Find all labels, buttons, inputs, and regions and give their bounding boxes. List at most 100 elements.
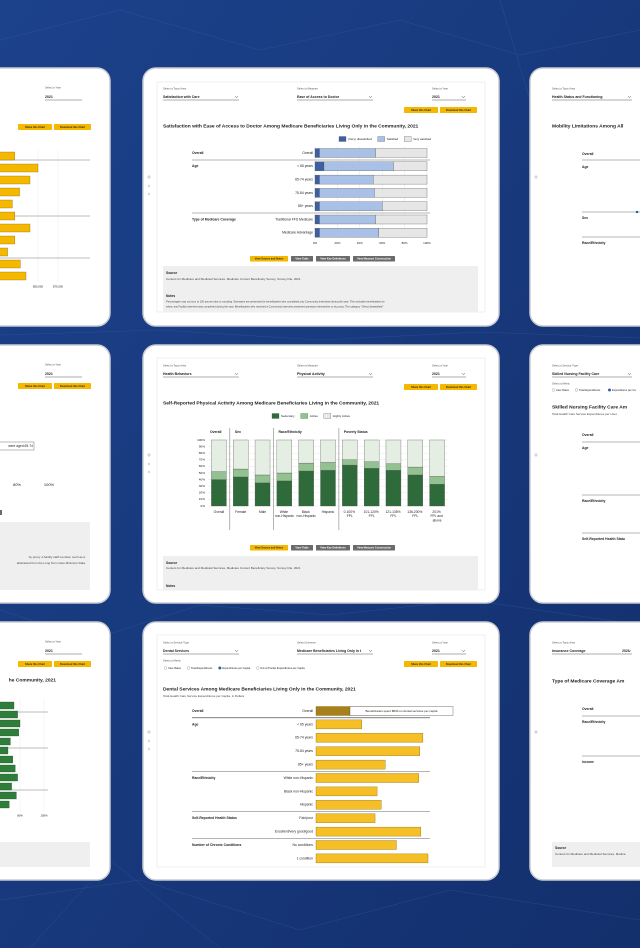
view-button-label: View Source and Notes <box>255 546 284 550</box>
view-button[interactable] <box>353 256 395 262</box>
bar-segment <box>342 459 358 466</box>
radio[interactable] <box>551 388 556 392</box>
group-label: Age <box>582 165 589 169</box>
download-button-label: Download this Chart <box>446 108 471 112</box>
bar <box>315 840 397 850</box>
group-label: Type of Medicare Coverage <box>192 217 236 221</box>
bar <box>315 786 378 797</box>
download-button[interactable] <box>54 124 91 130</box>
legend-swatch <box>338 136 347 142</box>
y-tick-label: 70% <box>199 458 205 462</box>
share-button[interactable] <box>404 661 438 667</box>
share-button[interactable] <box>404 107 438 113</box>
bar-segment <box>393 161 428 171</box>
view-button[interactable] <box>291 256 313 262</box>
bar <box>0 271 27 281</box>
view-button[interactable] <box>250 256 288 262</box>
view-button[interactable] <box>316 256 350 262</box>
tablet-bottom-left: Select a Year 2021 Share this Chart Downloa… <box>0 640 91 867</box>
view-button-label: View Measure Construction <box>357 257 391 261</box>
bar-segment <box>211 471 227 480</box>
download-button-label: Download this Chart <box>60 384 85 388</box>
control-value: 2021 <box>432 95 440 99</box>
bar <box>0 175 31 185</box>
download-button[interactable] <box>54 661 91 667</box>
group-label: Race/Ethnicity <box>582 241 605 245</box>
radio[interactable] <box>574 388 579 392</box>
share-button[interactable] <box>404 384 438 390</box>
group-label: Race/Ethnicity <box>278 430 301 434</box>
view-button[interactable] <box>250 545 288 551</box>
view-button[interactable] <box>316 545 350 551</box>
category-label: 75-84 years <box>295 749 313 753</box>
group-label: Sex <box>235 430 241 434</box>
share-button[interactable] <box>18 383 52 389</box>
legend-label: Satisfied <box>387 137 399 141</box>
radio-label: Out-of-Pocket Expenditures per Capita <box>260 666 305 670</box>
legend-swatch <box>271 413 280 419</box>
tablet-mid-right: Select a Service Type Skilled Nursing Fac… <box>551 364 640 541</box>
control-value: Health Status and Functioning <box>552 95 603 99</box>
x-tick-label: 80% <box>402 241 408 245</box>
category-label: 65-74 years <box>295 736 313 740</box>
view-button-label: View Key Definitions <box>320 546 346 550</box>
bar-segment <box>276 439 293 474</box>
bar-segment <box>320 470 336 507</box>
bar <box>0 773 18 782</box>
group-label: Age <box>582 446 589 450</box>
label: Select a Year <box>45 640 61 644</box>
y-tick-label: 0% <box>201 504 206 508</box>
dropdown-caret <box>627 649 632 653</box>
category-label: Overall <box>214 510 225 514</box>
bar <box>0 791 17 800</box>
view-button-label: View Key Definitions <box>320 257 346 261</box>
download-button-label: Download this Chart <box>60 662 85 666</box>
label: 2021 <box>45 649 53 653</box>
bar <box>0 728 19 737</box>
label: 2021 <box>45 372 53 376</box>
share-button[interactable] <box>18 661 52 667</box>
view-button-label: View Measure Construction <box>357 546 391 550</box>
bar <box>0 211 15 221</box>
x-tick-label: 60% <box>379 241 385 245</box>
bar-segment <box>363 439 380 462</box>
group-label: Number of Chronic Conditions <box>192 843 241 847</box>
bar-segment <box>429 439 445 477</box>
download-button[interactable] <box>440 384 477 390</box>
view-button[interactable] <box>291 545 313 551</box>
bar <box>0 223 31 233</box>
bar-segment <box>314 201 320 211</box>
download-button[interactable] <box>440 107 477 113</box>
group-label: Overall <box>582 707 594 711</box>
control-value: Satisfaction with Care <box>163 95 200 99</box>
control-value: Health Behaviors <box>163 372 192 376</box>
radio[interactable] <box>163 666 168 670</box>
bar-segment <box>320 439 336 463</box>
tablet-top-right: Select a Topic Area Health Status and Fun… <box>552 87 640 245</box>
legend-label: Highly Active <box>333 414 351 418</box>
source-box <box>0 522 90 590</box>
label: Source <box>166 271 177 275</box>
bar <box>315 853 429 864</box>
y-tick-label: 10% <box>199 497 205 501</box>
bar-segment <box>319 174 374 185</box>
radio[interactable] <box>186 666 191 670</box>
radio[interactable] <box>256 666 260 670</box>
bar-segment <box>319 188 375 198</box>
download-button[interactable] <box>54 383 91 389</box>
category-label: Female <box>235 510 246 514</box>
category-label: Hispanic <box>300 803 313 807</box>
notes-line: whom any Facility interview was complete… <box>166 305 383 309</box>
chart-title: Skilled Nursing Facility Care Am <box>552 404 628 410</box>
radio[interactable] <box>218 666 222 670</box>
bar <box>315 719 362 730</box>
share-button[interactable] <box>18 124 52 130</box>
radio[interactable] <box>607 388 612 392</box>
y-tick-label: 90% <box>199 444 205 448</box>
bar-segment <box>319 201 383 211</box>
tooltip-box <box>349 706 454 716</box>
view-button[interactable] <box>353 545 395 551</box>
group-label: Overall <box>192 709 204 713</box>
download-button[interactable] <box>440 661 477 667</box>
category-label: < 65 years <box>297 164 313 168</box>
